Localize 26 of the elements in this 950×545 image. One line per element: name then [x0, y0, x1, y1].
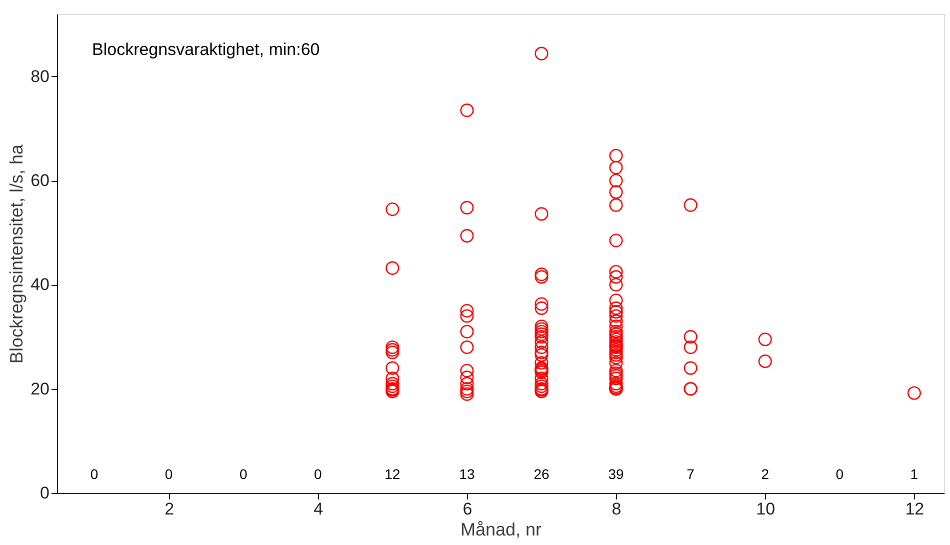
- x-tick-label: 6: [462, 500, 472, 518]
- y-axis-title: Blockregnsintensitet, l/s, ha: [6, 143, 27, 364]
- x-tick-label: 2: [164, 500, 174, 518]
- annotation: 13: [459, 466, 475, 482]
- annotation: 2: [761, 466, 770, 482]
- y-tick-label: 60: [30, 171, 50, 190]
- y-tick-label: 0: [40, 484, 50, 502]
- annotation: 0: [90, 466, 98, 482]
- y-tick-label: 40: [30, 275, 50, 294]
- annotation: 39: [608, 466, 624, 482]
- y-tick-label: 80: [30, 66, 50, 86]
- annotation: 0: [239, 466, 248, 482]
- x-axis-title: Månad, nr: [460, 520, 542, 540]
- annotation: 0: [314, 466, 322, 482]
- x-tick-label: 4: [314, 500, 324, 518]
- annotation: 26: [534, 466, 550, 482]
- x-tick-label: 12: [905, 500, 924, 518]
- annotation: Blockregnsvaraktighet, min:60: [92, 40, 320, 59]
- annotation: 1: [910, 466, 918, 482]
- annotation: 0: [836, 466, 844, 482]
- annotation: 7: [686, 466, 695, 482]
- annotation: 12: [384, 466, 400, 482]
- x-tick-label: 10: [756, 500, 776, 518]
- y-tick-label: 20: [30, 379, 50, 398]
- x-tick-label: 8: [612, 500, 622, 518]
- annotation: 0: [164, 466, 173, 482]
